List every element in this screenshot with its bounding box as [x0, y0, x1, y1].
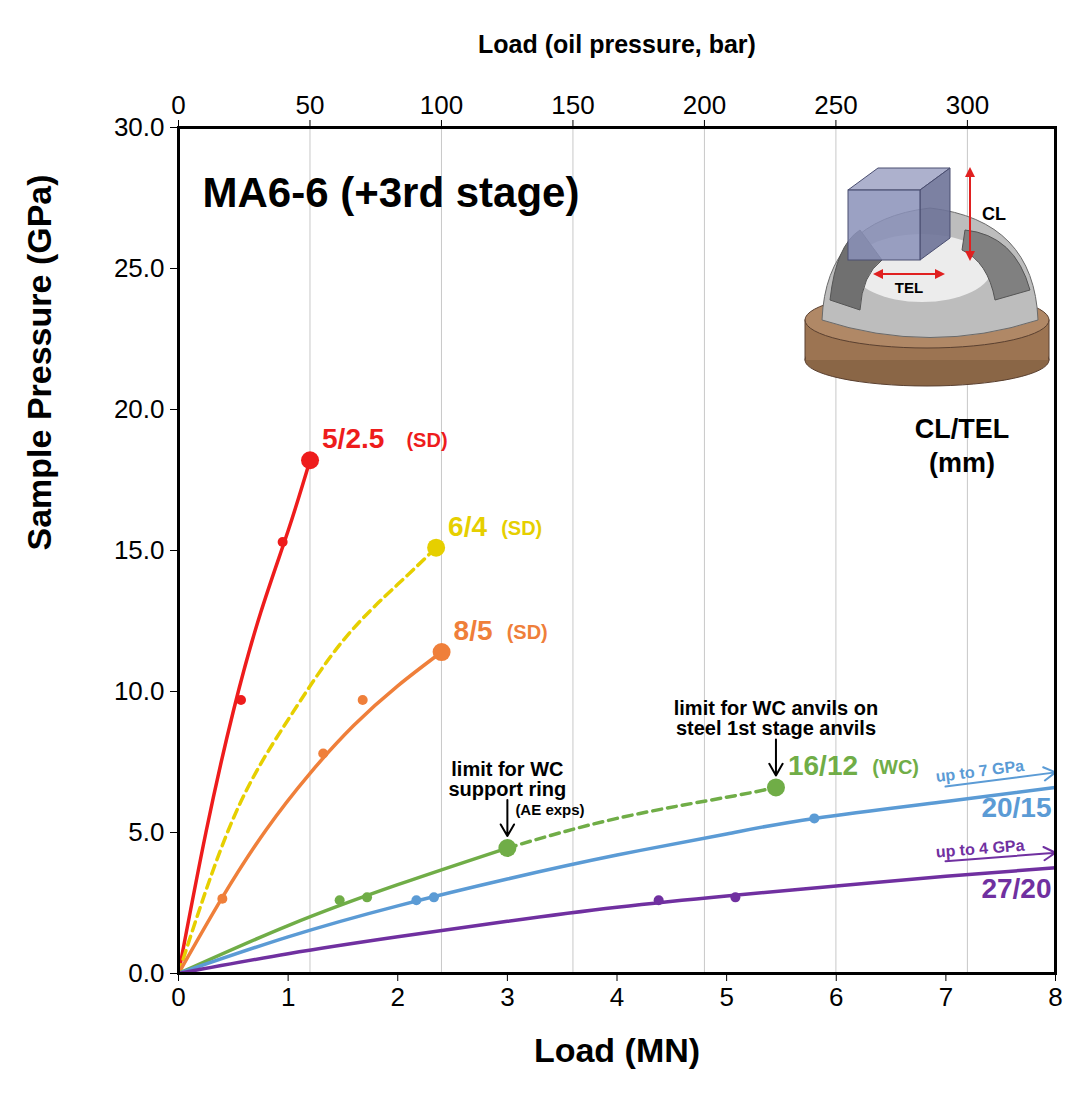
svg-text:(SD): (SD) — [406, 429, 447, 451]
svg-text:150: 150 — [551, 90, 594, 120]
svg-text:200: 200 — [683, 90, 726, 120]
svg-text:25.0: 25.0 — [114, 253, 165, 283]
svg-text:2: 2 — [391, 982, 405, 1012]
svg-text:5/2.5: 5/2.5 — [322, 423, 384, 454]
svg-text:50: 50 — [296, 90, 325, 120]
svg-text:20/15: 20/15 — [981, 792, 1051, 823]
svg-text:up to 7 GPa: up to 7 GPa — [935, 757, 1025, 785]
svg-text:250: 250 — [814, 90, 857, 120]
svg-text:CL: CL — [982, 204, 1006, 224]
svg-text:Load (MN): Load (MN) — [534, 1031, 700, 1069]
svg-text:7: 7 — [939, 982, 953, 1012]
svg-text:(mm): (mm) — [929, 448, 995, 478]
svg-text:300: 300 — [946, 90, 989, 120]
svg-text:5.0: 5.0 — [128, 817, 164, 847]
svg-text:6: 6 — [829, 982, 843, 1012]
svg-text:(AE exps): (AE exps) — [515, 801, 584, 818]
svg-text:up to 4 GPa: up to 4 GPa — [935, 837, 1025, 861]
svg-text:5: 5 — [719, 982, 733, 1012]
svg-text:CL/TEL: CL/TEL — [915, 414, 1010, 444]
svg-text:limit for WC anvils onsteel 1s: limit for WC anvils onsteel 1st stage an… — [674, 697, 878, 739]
svg-text:0: 0 — [171, 982, 185, 1012]
svg-text:30.0: 30.0 — [114, 112, 165, 142]
svg-text:(SD): (SD) — [501, 517, 542, 539]
svg-text:8: 8 — [1048, 982, 1062, 1012]
svg-text:27/20: 27/20 — [981, 873, 1051, 904]
svg-text:0: 0 — [171, 90, 185, 120]
svg-text:Sample Pressure (GPa): Sample Pressure (GPa) — [20, 174, 58, 550]
svg-text:16/12: 16/12 — [788, 750, 858, 781]
svg-text:MA6-6 (+3rd stage): MA6-6 (+3rd stage) — [203, 169, 580, 216]
svg-text:8/5: 8/5 — [454, 615, 493, 646]
svg-text:10.0: 10.0 — [114, 676, 165, 706]
svg-text:Load (oil pressure, bar): Load (oil pressure, bar) — [478, 30, 756, 58]
svg-text:20.0: 20.0 — [114, 394, 165, 424]
svg-text:(WC): (WC) — [872, 756, 919, 778]
svg-text:15.0: 15.0 — [114, 535, 165, 565]
svg-text:TEL: TEL — [895, 279, 923, 296]
svg-text:4: 4 — [610, 982, 624, 1012]
svg-text:limit for WCsupport ring: limit for WCsupport ring — [448, 758, 566, 800]
svg-text:(SD): (SD) — [507, 621, 548, 643]
svg-text:1: 1 — [281, 982, 295, 1012]
svg-text:3: 3 — [500, 982, 514, 1012]
svg-text:100: 100 — [420, 90, 463, 120]
svg-text:6/4: 6/4 — [448, 511, 487, 542]
svg-text:0.0: 0.0 — [128, 958, 164, 988]
